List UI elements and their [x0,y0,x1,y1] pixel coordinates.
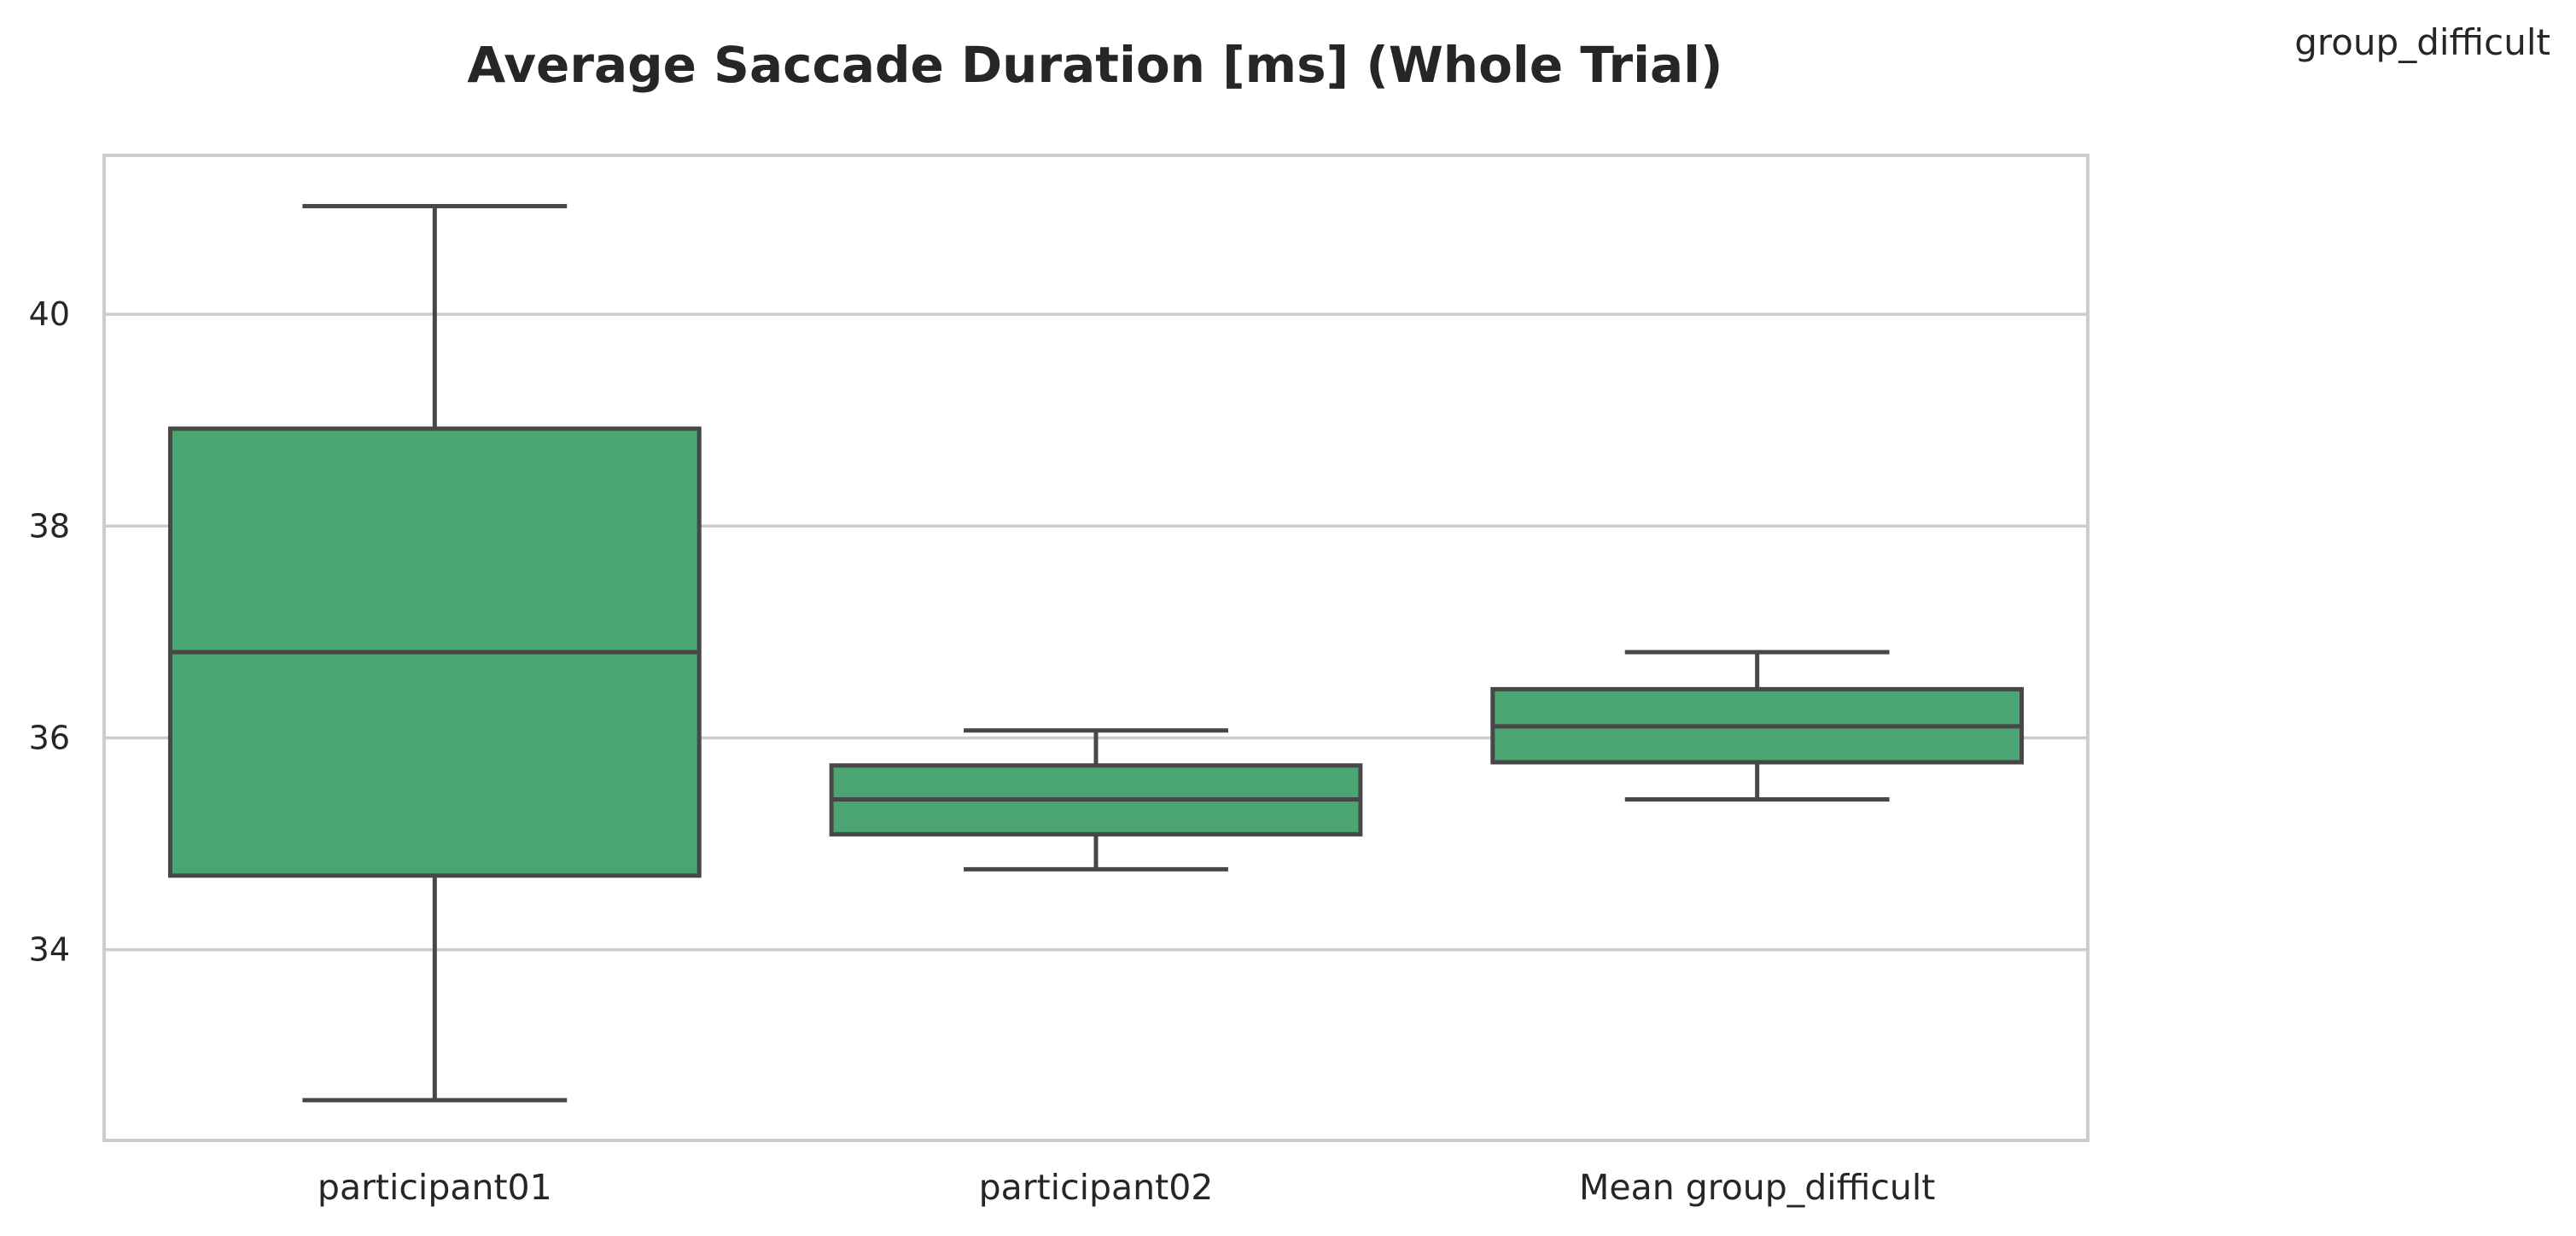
y-tick-labels: 34 36 38 40 [29,295,70,969]
chart-title: Average Saccade Duration [ms] (Whole Tri… [467,36,1722,94]
x-tick-label: participant02 [979,1167,1214,1208]
y-tick-label: 38 [29,507,70,545]
boxes [167,204,2025,1103]
corner-label: group_difficult [2294,21,2550,63]
y-tick-label: 40 [29,295,70,333]
x-tick-label: Mean group_difficult [1579,1167,1935,1208]
box-3 [1490,650,2025,802]
x-tick-label: participant01 [318,1167,552,1208]
plot-frame [102,154,2089,1142]
box-2 [829,728,1363,872]
y-tick-label: 36 [29,719,70,756]
box-1 [167,204,702,1103]
y-tick-label: 34 [29,931,70,969]
x-tick-labels: participant01 participant02 Mean group_dif… [318,1167,1935,1208]
